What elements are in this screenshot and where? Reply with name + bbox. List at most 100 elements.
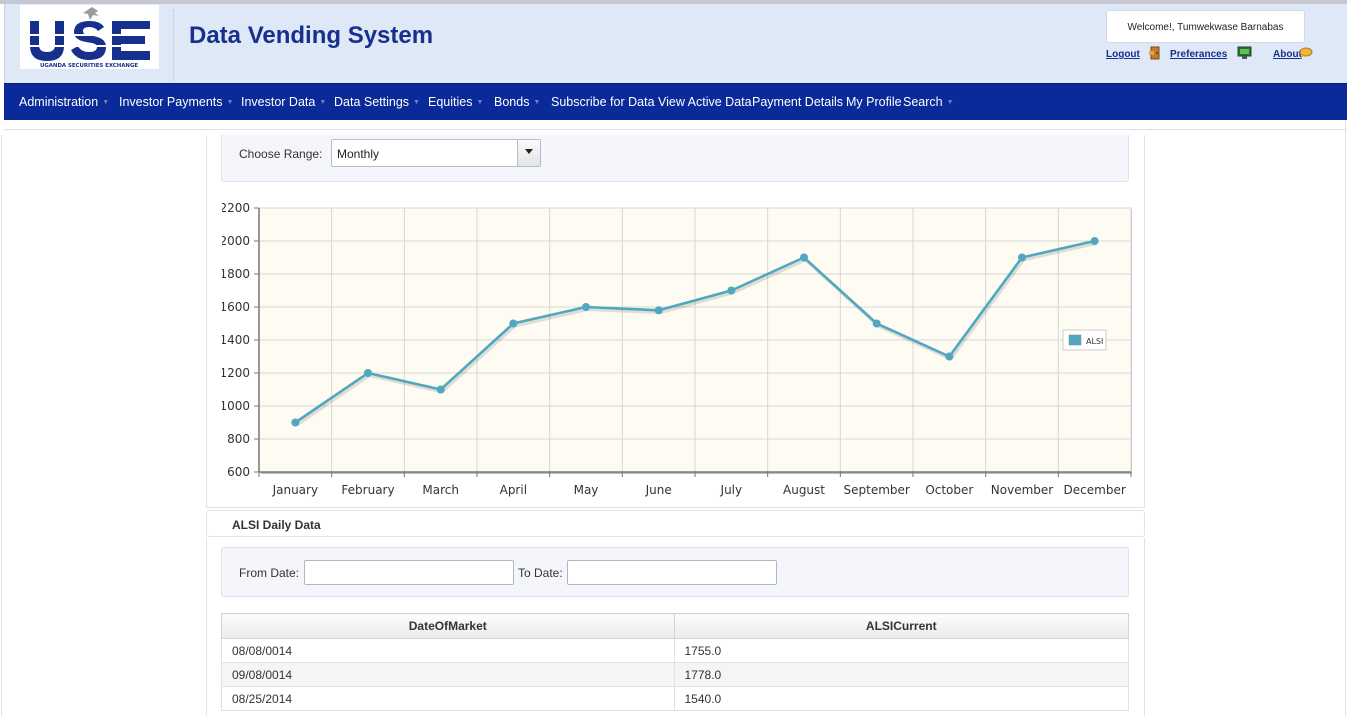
content-border-right — [1345, 120, 1346, 716]
alsi-daily-table: DateOfMarket ALSICurrent 08/08/0014 1755… — [221, 613, 1129, 711]
legend-swatch — [1068, 334, 1082, 346]
preferences-link[interactable]: Preferances — [1170, 49, 1228, 60]
chevron-down-icon: ▼ — [319, 99, 327, 107]
cell-date: 08/25/2014 — [221, 686, 675, 711]
menu-administration[interactable]: Administration ▼ — [19, 95, 109, 109]
date-filter-panel: From Date: To Date: — [221, 547, 1129, 597]
range-panel: Choose Range: Monthly — [221, 135, 1129, 182]
x-tick-label: June — [645, 483, 672, 497]
menu-label: Data Settings — [334, 95, 410, 109]
cell-alsi: 1540.0 — [673, 686, 1129, 711]
menu-data-settings[interactable]: Data Settings ▼ — [334, 95, 420, 109]
from-date-label: From Date: — [239, 566, 300, 580]
x-tick-label: July — [720, 483, 743, 497]
x-tick-label: March — [422, 483, 459, 497]
logo-divider — [173, 10, 174, 82]
data-point — [582, 303, 590, 311]
about-link[interactable]: About — [1273, 49, 1302, 60]
menu-label: Investor Payments — [119, 95, 223, 109]
speech-bubble-icon[interactable] — [1298, 46, 1313, 60]
x-tick-label: December — [1064, 483, 1126, 497]
main-menu: Administration ▼ Investor Payments ▼ Inves… — [4, 83, 1347, 120]
menu-bonds[interactable]: Bonds ▼ — [494, 95, 540, 109]
range-label: Choose Range: — [239, 147, 323, 161]
series-line-shadow — [295, 242, 1097, 427]
y-tick-label: 1000 — [222, 399, 250, 413]
window-top-border — [0, 0, 1347, 4]
chevron-down-icon: ▼ — [533, 99, 541, 107]
use-logo: UGANDA SECURITIES EXCHANGE — [20, 5, 159, 69]
range-selected-value: Monthly — [337, 147, 380, 161]
x-tick-label: April — [500, 483, 527, 497]
daily-data-title: ALSI Daily Data — [232, 518, 321, 532]
x-tick-label: January — [272, 483, 319, 497]
y-tick-label: 600 — [227, 465, 250, 479]
door-exit-icon[interactable] — [1147, 46, 1162, 60]
menu-my-profile[interactable]: My Profile — [846, 95, 902, 109]
range-select[interactable]: Monthly — [331, 139, 541, 167]
menu-equities[interactable]: Equities ▼ — [428, 95, 483, 109]
legend-label: ALSI — [1086, 337, 1103, 346]
chart-svg: 600 800 1000 1200 1400 1600 1800 2000 2200 Januar… — [219, 201, 1133, 497]
x-tick-label: September — [844, 483, 910, 497]
menu-label: Payment Details — [752, 95, 844, 109]
data-point — [727, 286, 736, 295]
chevron-down-icon — [525, 149, 533, 154]
x-tick-label: May — [574, 483, 599, 497]
y-tick-label: 2000 — [222, 234, 250, 248]
from-date-input[interactable] — [304, 560, 514, 585]
use-logo-graphic: UGANDA SECURITIES EXCHANGE — [26, 7, 154, 69]
y-tick-label: 1200 — [222, 366, 250, 380]
table-row[interactable]: 08/25/2014 1540.0 — [221, 686, 1129, 711]
alsi-chart: 600 800 1000 1200 1400 1600 1800 2000 2200 Januar… — [219, 196, 1133, 502]
data-point — [872, 319, 881, 328]
series-line — [294, 239, 1095, 424]
menu-label: Bonds — [494, 95, 530, 109]
y-tick-label: 1600 — [222, 300, 250, 314]
menu-label: View Active Data — [658, 95, 752, 109]
page-title: Data Vending System — [189, 22, 434, 49]
x-tick-label: August — [783, 483, 825, 497]
logo-subtext: UGANDA SECURITIES EXCHANGE — [40, 63, 138, 69]
menu-investor-data[interactable]: Investor Data ▼ — [241, 95, 326, 109]
column-header-date[interactable]: DateOfMarket — [221, 613, 675, 639]
cell-date: 09/08/0014 — [221, 662, 675, 687]
menu-separator — [4, 120, 1347, 130]
to-date-input[interactable] — [567, 560, 777, 585]
menu-label: Search — [903, 95, 943, 109]
menu-label: Administration — [19, 95, 99, 109]
menu-label: Subscribe for Data — [551, 95, 655, 109]
menu-subscribe-for-data[interactable]: Subscribe for Data — [551, 95, 655, 109]
data-point — [945, 352, 954, 361]
chevron-down-icon: ▼ — [102, 99, 110, 107]
x-tick-label: November — [991, 483, 1053, 497]
menu-search[interactable]: Search ▼ — [903, 95, 954, 109]
menu-view-active-data[interactable]: View Active Data — [658, 95, 752, 109]
cell-alsi: 1778.0 — [673, 662, 1129, 687]
logout-link[interactable]: Logout — [1106, 49, 1140, 60]
menu-label: Investor Data — [241, 95, 316, 109]
menu-label: Equities — [428, 95, 473, 109]
chevron-down-icon: ▼ — [946, 99, 954, 107]
data-point — [800, 253, 808, 262]
cell-alsi: 1755.0 — [673, 638, 1129, 663]
menu-payment-details[interactable]: Payment Details — [752, 95, 843, 109]
y-tick-label: 1400 — [222, 333, 250, 347]
chevron-down-icon: ▼ — [413, 99, 420, 107]
data-point — [364, 369, 372, 377]
daily-data-panel — [206, 538, 1145, 716]
data-point — [654, 306, 663, 315]
table-row[interactable]: 08/08/0014 1755.0 — [221, 638, 1129, 663]
menu-investor-payments[interactable]: Investor Payments ▼ — [119, 95, 233, 109]
data-point — [1090, 237, 1099, 245]
y-tick-label: 800 — [227, 432, 250, 446]
chevron-down-icon: ▼ — [226, 99, 234, 107]
x-tick-label: October — [925, 483, 973, 497]
column-header-alsi[interactable]: ALSICurrent — [673, 613, 1129, 639]
range-dropdown-button[interactable] — [517, 140, 540, 166]
table-row[interactable]: 09/08/0014 1778.0 — [221, 662, 1129, 687]
table-header-row: DateOfMarket ALSICurrent — [221, 613, 1129, 639]
monitor-settings-icon[interactable] — [1237, 46, 1252, 60]
data-point — [436, 385, 445, 394]
content-border-left — [1, 135, 2, 716]
